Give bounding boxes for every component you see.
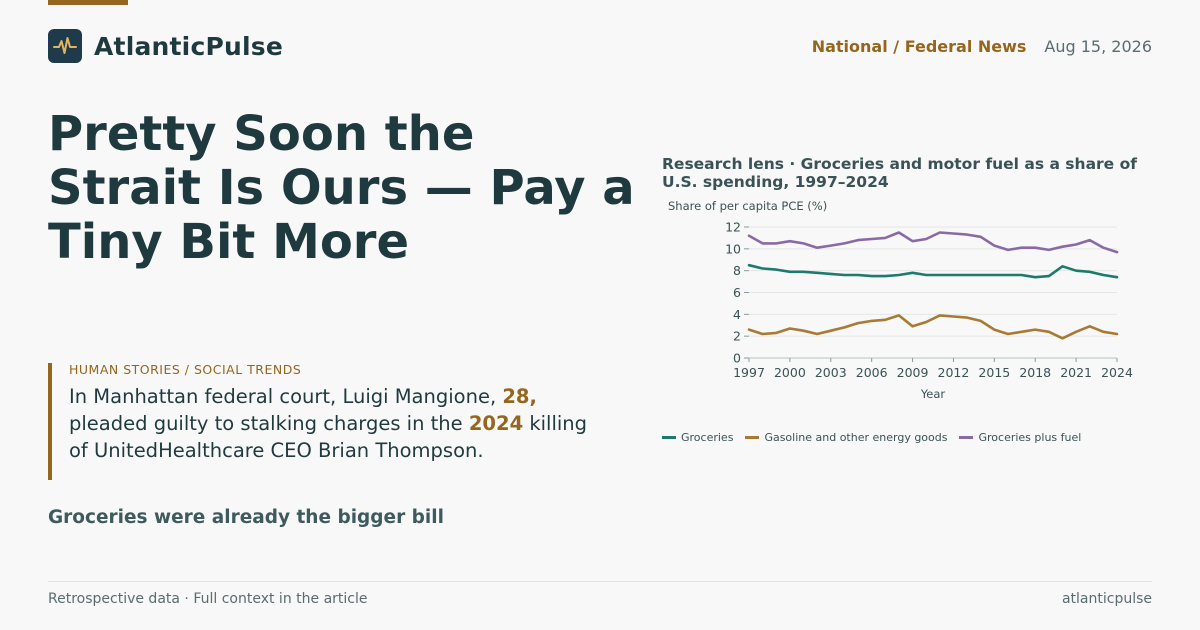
x-tick-label: 2009: [897, 365, 929, 380]
x-tick-label: 2012: [938, 365, 970, 380]
x-tick-label: 2024: [1101, 365, 1133, 380]
highlight-year: 2024: [468, 412, 524, 435]
footer-divider: [48, 581, 1152, 582]
legend-label: Groceries plus fuel: [978, 431, 1082, 444]
x-axis-label: Year: [920, 387, 946, 401]
chart-title: Research lens · Groceries and motor fuel…: [662, 155, 1137, 191]
brand-name: AtlanticPulse: [94, 31, 284, 61]
headline: Pretty Soon the Strait Is Ours — Pay a T…: [48, 106, 635, 270]
kicker: HUMAN STORIES / SOCIAL TRENDS: [69, 362, 302, 377]
y-tick-label: 2: [733, 329, 741, 344]
article-meta: National / Federal News Aug 15, 2026: [812, 37, 1152, 56]
footer-brand[interactable]: atlanticpulse: [1061, 591, 1152, 607]
y-tick-label: 4: [733, 307, 741, 322]
x-tick-label: 2003: [815, 365, 847, 380]
y-tick-label: 12: [725, 220, 741, 235]
x-tick-label: 2018: [1019, 365, 1051, 380]
footer-note: Retrospective data · Full context in the…: [48, 591, 368, 607]
publish-date: Aug 15, 2026: [1044, 37, 1152, 56]
x-tick-label: 2000: [774, 365, 806, 380]
legend-item: Gasoline and other energy goods: [745, 431, 947, 444]
quote-part-3: killing of UnitedHealthcare CEO Brian Th…: [69, 412, 588, 462]
y-tick-label: 10: [725, 241, 741, 256]
x-tick-label: 1997: [733, 365, 765, 380]
x-tick-label: 2006: [856, 365, 888, 380]
series-line: [747, 314, 1119, 340]
y-tick-label: 8: [733, 263, 741, 278]
legend-label: Groceries: [681, 431, 734, 444]
x-tick-label: 2021: [1060, 365, 1092, 380]
pull-quote: HUMAN STORIES / SOCIAL TRENDS In Manhatt…: [48, 363, 608, 480]
pull-quote-text: In Manhattan federal court, Luigi Mangio…: [69, 383, 608, 464]
legend-swatch: [959, 436, 974, 439]
legend-item: Groceries: [662, 431, 733, 444]
pulse-wave-icon: [48, 29, 82, 63]
legend-swatch: [745, 436, 760, 439]
quote-part-2: pleaded guilty to stalking charges in th…: [69, 412, 469, 435]
quote-part-1: In Manhattan federal court, Luigi Mangio…: [69, 385, 503, 408]
highlight-age: 28,: [502, 385, 537, 408]
y-tick-label: 6: [733, 285, 741, 300]
x-tick-label: 2015: [978, 365, 1010, 380]
brand[interactable]: AtlanticPulse: [48, 29, 283, 63]
top-accent-bar: [48, 0, 128, 5]
series-line: [747, 263, 1119, 279]
y-axis-label: Share of per capita PCE (%): [668, 199, 827, 213]
subhead: Groceries were already the bigger bill: [48, 507, 444, 528]
legend-label: Gasoline and other energy goods: [764, 431, 948, 444]
section-link[interactable]: National / Federal News: [811, 37, 1027, 56]
line-chart: Share of per capita PCE (%) Year 0 2 4 6 8 10…: [668, 199, 1133, 401]
legend-swatch: [662, 436, 676, 439]
series-line: [747, 231, 1119, 254]
legend-item: Groceries plus fuel: [959, 431, 1081, 444]
y-tick-label: 0: [733, 351, 741, 366]
chart-legend: Groceries Gasoline and other energy goods…: [662, 431, 1093, 444]
